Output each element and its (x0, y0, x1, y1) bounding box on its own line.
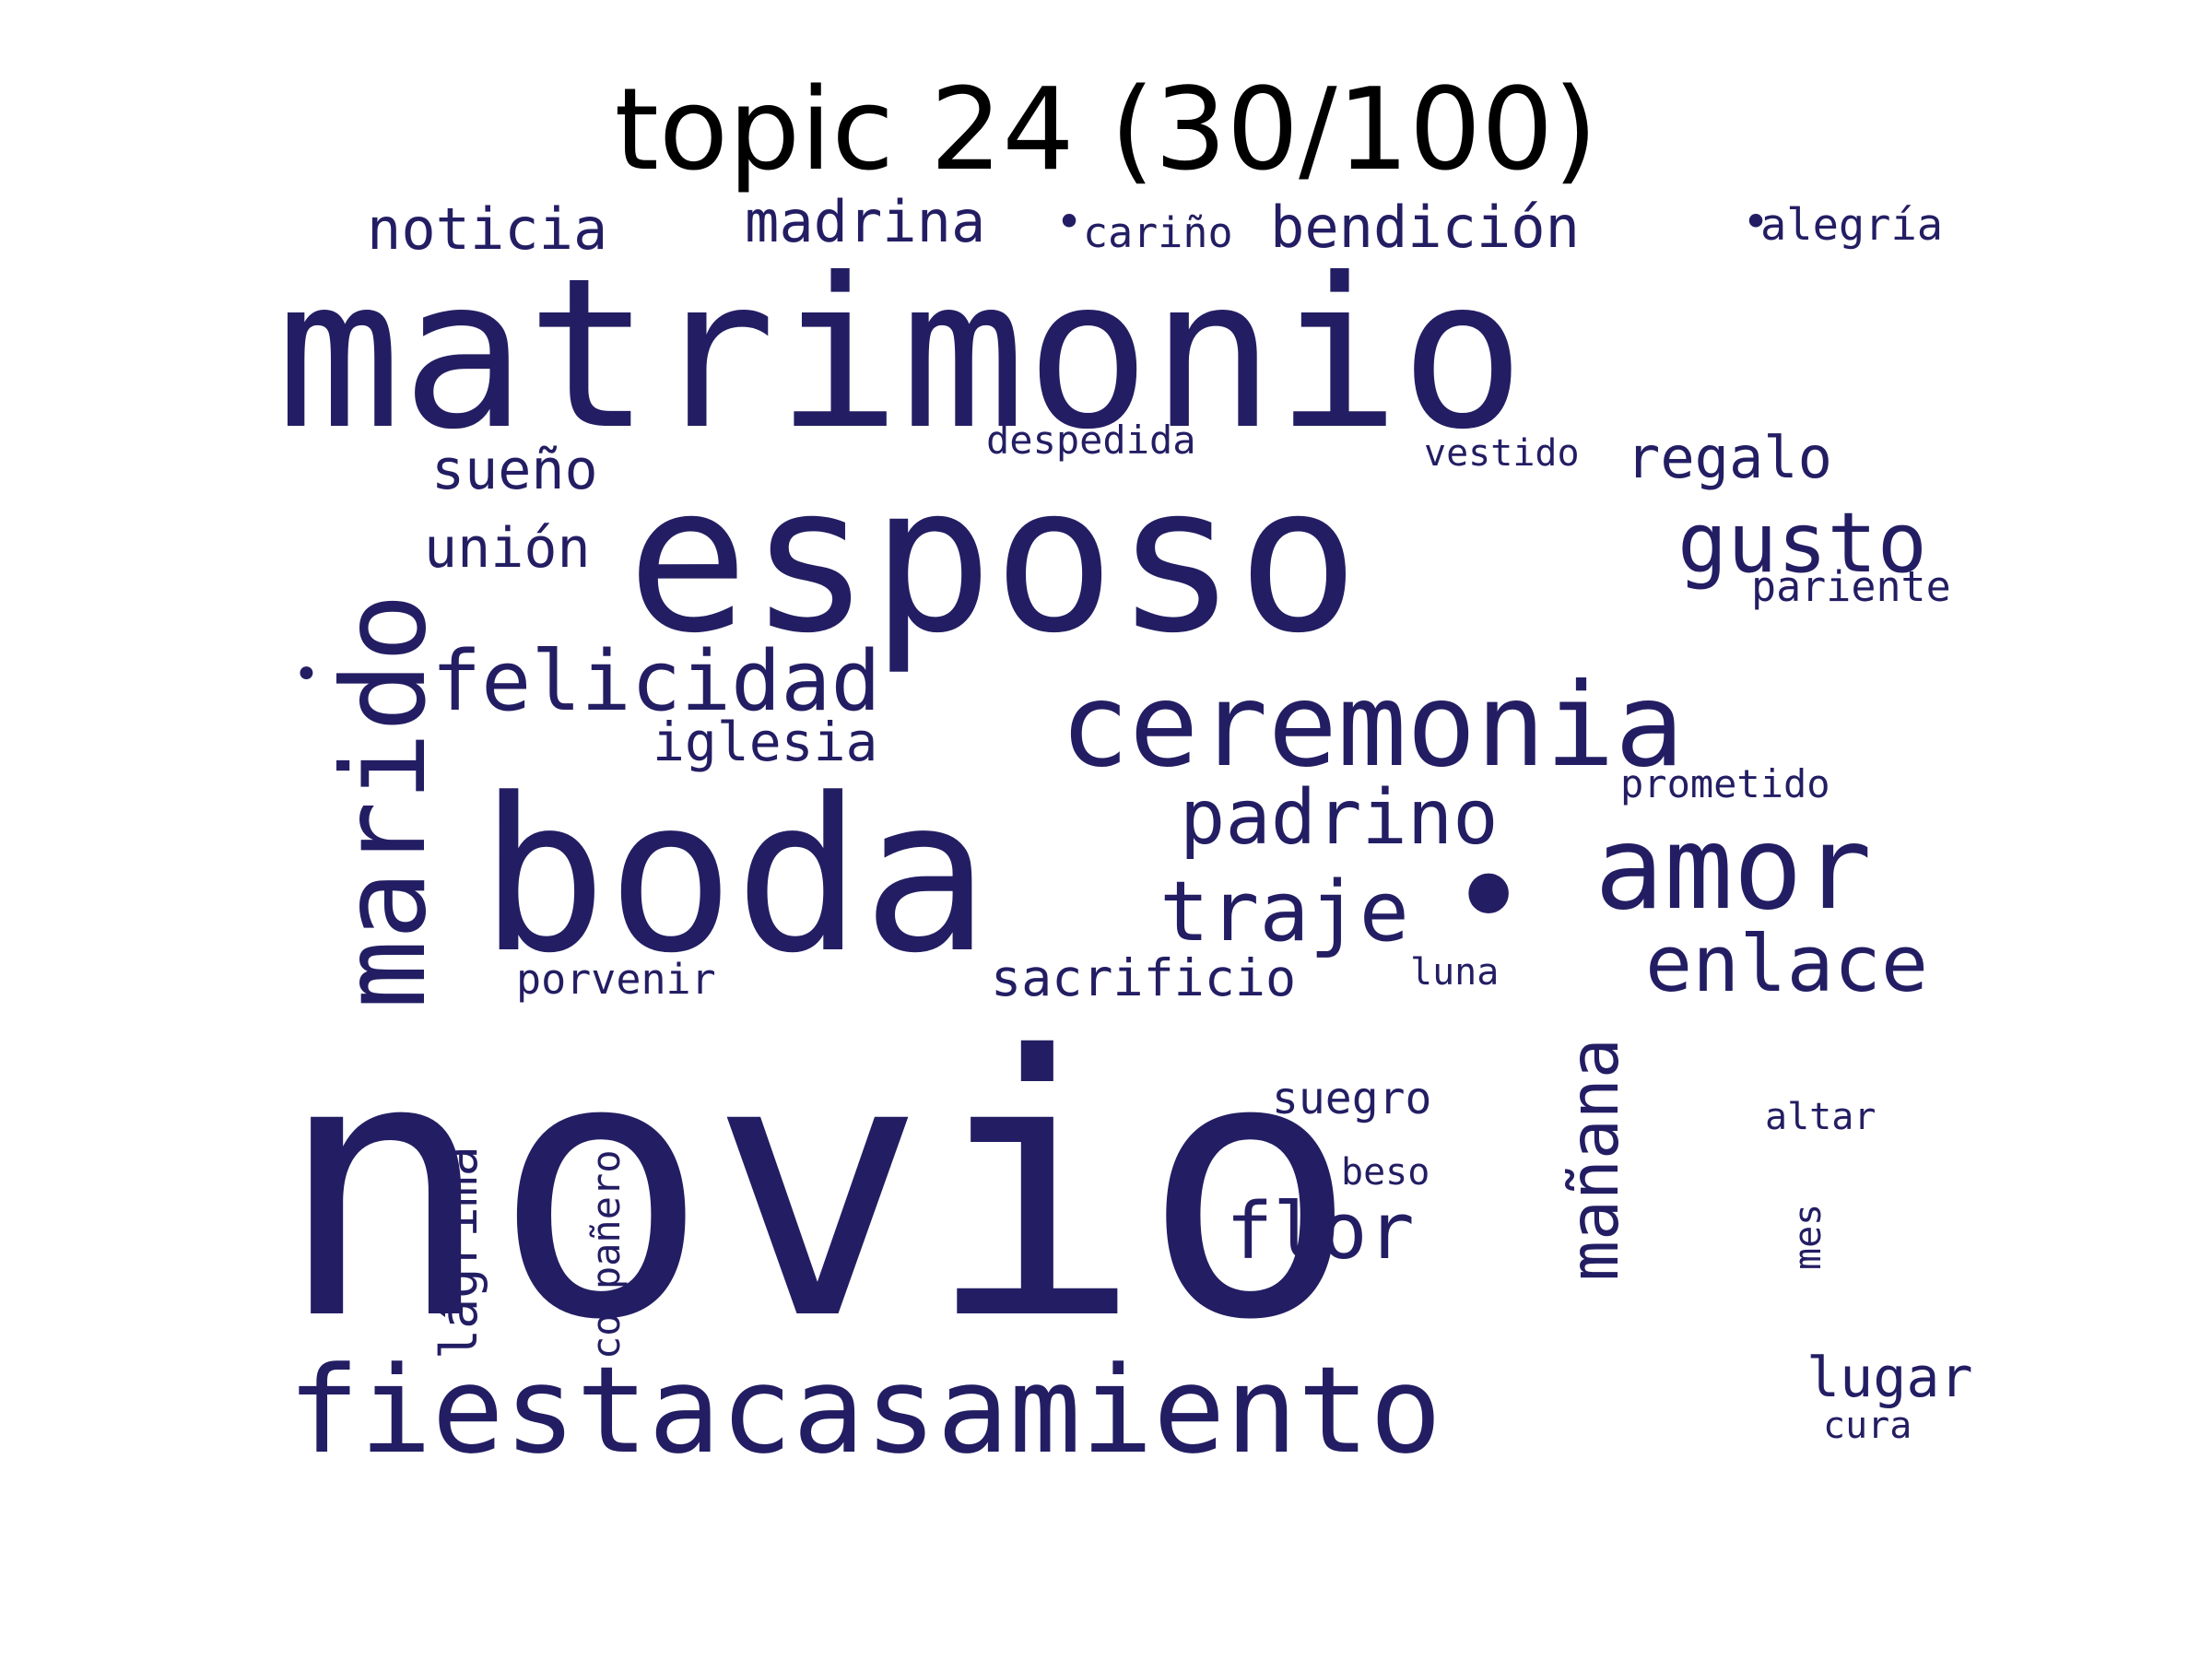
word-iglesia: iglesia (653, 711, 877, 773)
figure-title: topic 24 (30/100) (614, 65, 1598, 196)
word-pariente: pariente (1751, 562, 1951, 611)
word-manana: mañana (1556, 1038, 1634, 1281)
word-fiestacasamiento: fiestacasamiento (288, 1340, 1441, 1480)
word-bendicion: bendición (1270, 194, 1580, 261)
word-traje: traje (1159, 864, 1409, 960)
word-flor: flor (1226, 1186, 1415, 1277)
word-prometido: prometido (1620, 761, 1830, 806)
word-noticia: noticia (367, 195, 607, 263)
word-lagrima: lágrima (429, 1146, 488, 1359)
word-vestido: vestido (1424, 432, 1580, 475)
word-regalo: regalo (1626, 424, 1832, 491)
word-lugar: lugar (1806, 1346, 1973, 1410)
word-felicidad: felicidad (431, 633, 881, 730)
word-mes: mes (1787, 1204, 1830, 1270)
word-boda: boda (479, 754, 990, 1000)
word-esposo: esposo (627, 441, 1359, 677)
word-alegria: alegría (1760, 200, 1943, 251)
word-beso: beso (1341, 1151, 1430, 1194)
word-madrina: madrina (745, 188, 985, 255)
word-sueno: sueño (431, 438, 598, 502)
word-amor: amor (1594, 802, 1872, 935)
word-sacrificio: sacrificio (991, 948, 1296, 1007)
word-cura: cura (1823, 1405, 1912, 1447)
word-porvenir: porvenir (516, 955, 716, 1004)
word-ceremonia: ceremonia (1060, 659, 1684, 793)
word-padrino: padrino (1180, 774, 1499, 862)
word-luna: luna (1410, 951, 1499, 994)
word-despedida: despedida (986, 418, 1196, 463)
word-bullet: • (1055, 195, 1083, 249)
word-bullet: • (1742, 195, 1770, 249)
word-altar: altar (1765, 1096, 1876, 1138)
word-gusto: gusto (1677, 495, 1927, 592)
word-enlace: enlace (1645, 919, 1928, 1010)
word-suegro: suegro (1272, 1073, 1431, 1124)
word-companero: compañero (583, 1149, 629, 1359)
word-bullet: • (293, 649, 320, 700)
word-union: unión (424, 516, 591, 581)
word-carino: cariño (1083, 208, 1233, 257)
word-novio: novio (276, 980, 1359, 1398)
word-bullet: • (1447, 818, 1530, 978)
word-matrimonio: matrimonio (276, 234, 1525, 476)
word-marido: marido (318, 593, 452, 1009)
